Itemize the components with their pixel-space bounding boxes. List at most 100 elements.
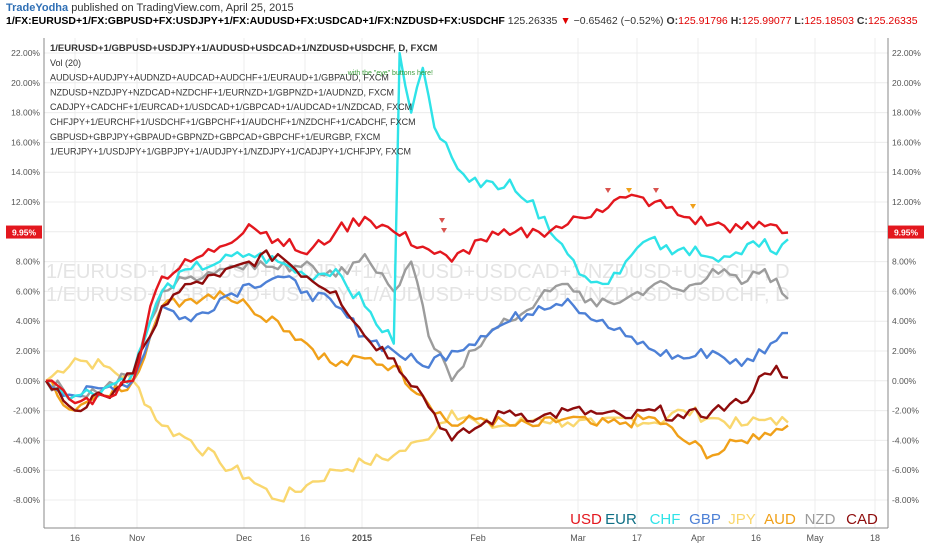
y-tick-label-left: 22.00% — [11, 48, 40, 58]
y-tick-label-left: 18.00% — [11, 108, 40, 118]
event-marker-icon[interactable] — [605, 188, 611, 193]
series-line-usd[interactable] — [45, 193, 789, 406]
index-legend-line[interactable]: NZDUSD+NZDJPY+NZDCAD+NZDCHF+1/EURNZD+1/G… — [50, 87, 394, 97]
y-tick-label-right: 8.00% — [892, 257, 917, 267]
last-value-label-left: 9.95% — [12, 228, 37, 238]
index-legend-line[interactable]: CADJPY+CADCHF+1/EURCAD+1/USDCAD+1/GBPCAD… — [50, 102, 412, 112]
y-tick-label-right: -2.00% — [892, 406, 919, 416]
y-tick-label-right: 6.00% — [892, 286, 917, 296]
last-value-badge-left — [6, 225, 42, 239]
y-tick-label-right: 4.00% — [892, 316, 917, 326]
symbol-line: 1/FX:EURUSD+1/FX:GBPUSD+FX:USDJPY+1/FX:A… — [6, 15, 918, 27]
y-tick-label-right: 20.00% — [892, 78, 921, 88]
axes: 22.00% 22.00% 20.00% 20.00% 18.00% 18.00% 16.0… — [6, 38, 924, 543]
y-tick-label-right: 16.00% — [892, 137, 921, 147]
last-value-label-right: 9.95% — [894, 228, 919, 238]
last-price: 125.26335 — [507, 15, 558, 27]
index-legend-line[interactable]: 1/EURJPY+1/USDJPY+1/GBPJPY+1/AUDJPY+1/NZ… — [50, 147, 411, 157]
chart-area[interactable]: 1/EURUSD+1/GBPUSD+USDJPY+1/AUDUSD+USDCAD… — [0, 30, 932, 550]
price-change: −0.65462 (−0.52%) — [573, 15, 664, 27]
legend-panel: 1/EURUSD+1/GBPUSD+USDJPY+1/AUDUSD+USDCAD… — [50, 43, 438, 157]
legend-item-aud[interactable]: AUD — [764, 511, 796, 528]
high-label: H: — [730, 15, 742, 27]
close-label: C: — [856, 15, 868, 27]
y-tick-label-right: 14.00% — [892, 167, 921, 177]
series-line-jpy[interactable] — [45, 357, 789, 503]
y-tick-label-left: 20.00% — [11, 78, 40, 88]
x-tick-label: May — [806, 533, 824, 543]
chart-header: TradeYodha published on TradingView.com,… — [0, 0, 932, 30]
y-tick-label-right: 22.00% — [892, 48, 921, 58]
marker-group — [439, 188, 696, 233]
y-tick-label-right: -6.00% — [892, 465, 919, 475]
y-tick-label-left: -6.00% — [13, 465, 40, 475]
y-tick-label-left: -4.00% — [13, 435, 40, 445]
series-line-nzd[interactable] — [44, 253, 789, 401]
series-line-aud[interactable] — [45, 290, 789, 460]
x-tick-label: 16 — [70, 533, 80, 543]
legend-item-nzd[interactable]: NZD — [805, 511, 836, 528]
currency-legend: USD EUR CHF GBP JPY AUD NZD CAD — [570, 511, 878, 528]
low-value: 125.18503 — [804, 15, 854, 27]
y-tick-label-left: 2.00% — [16, 346, 41, 356]
y-tick-label-right: -8.00% — [892, 495, 919, 505]
index-legend-line[interactable]: AUDUSD+AUDJPY+AUDNZD+AUDCAD+AUDCHF+1/EUR… — [50, 73, 389, 83]
legend-item-cad[interactable]: CAD — [846, 511, 878, 528]
y-tick-label-right: 12.00% — [892, 197, 921, 207]
y-tick-label-right: 18.00% — [892, 108, 921, 118]
y-tick-label-left: 0.00% — [16, 376, 41, 386]
main-symbol-legend[interactable]: 1/EURUSD+1/GBPUSD+USDJPY+1/AUDUSD+USDCAD… — [50, 43, 438, 54]
y-tick-label-left: -8.00% — [13, 495, 40, 505]
y-tick-label-left: 12.00% — [11, 197, 40, 207]
open-value: 125.91796 — [678, 15, 728, 27]
y-tick-label-right: 0.00% — [892, 376, 917, 386]
legend-item-usd[interactable]: USD — [570, 511, 602, 528]
legend-item-jpy[interactable]: JPY — [728, 511, 756, 528]
y-tick-label-left: 14.00% — [11, 167, 40, 177]
close-value: 125.26335 — [867, 15, 918, 27]
y-tick-label-left: 8.00% — [16, 257, 41, 267]
low-label: L: — [794, 15, 805, 27]
event-marker-icon[interactable] — [690, 204, 696, 209]
y-tick-label-left: -2.00% — [13, 406, 40, 416]
index-legend-line[interactable]: CHFJPY+1/EURCHF+1/USDCHF+1/GBPCHF+1/AUDC… — [50, 117, 416, 127]
volume-legend[interactable]: Vol (20) — [50, 58, 81, 68]
high-value: 125.99077 — [741, 15, 792, 27]
x-tick-label: Feb — [470, 533, 486, 543]
symbol-name[interactable]: 1/FX:EURUSD+1/FX:GBPUSD+FX:USDJPY+1/FX:A… — [6, 15, 505, 27]
event-marker-icon[interactable] — [439, 218, 445, 223]
series-group — [44, 51, 789, 503]
published-text: published on TradingView.com, April 25, … — [71, 2, 294, 14]
hint-text: ... with the "eye" buttons here! — [340, 70, 433, 77]
y-tick-label-left: 4.00% — [16, 316, 41, 326]
index-legend-line[interactable]: GBPUSD+GBPJPY+GBPAUD+GBPNZD+GBPCAD+GBPCH… — [50, 132, 380, 142]
x-tick-label: Apr — [691, 533, 705, 543]
x-tick-label: Nov — [129, 533, 146, 543]
y-tick-label-left: 6.00% — [16, 286, 41, 296]
y-tick-label-right: -4.00% — [892, 435, 919, 445]
publisher-line: TradeYodha published on TradingView.com,… — [6, 2, 294, 14]
last-value-badge-right — [888, 225, 924, 239]
y-tick-label-right: 2.00% — [892, 346, 917, 356]
event-marker-icon[interactable] — [626, 188, 632, 193]
y-tick-label-left: 16.00% — [11, 137, 40, 147]
x-tick-label: 18 — [870, 533, 880, 543]
brand-name[interactable]: TradeYodha — [6, 2, 69, 14]
legend-item-chf[interactable]: CHF — [650, 511, 681, 528]
down-arrow-icon: ▼ — [560, 15, 571, 27]
series-line-chf[interactable] — [44, 51, 789, 401]
line-chart[interactable]: 1/EURUSD+1/GBPUSD+USDJPY+1/AUDUSD+USDCAD… — [0, 30, 932, 550]
event-marker-icon[interactable] — [441, 228, 447, 233]
x-tick-label: Dec — [236, 533, 253, 543]
open-label: O: — [666, 15, 679, 27]
x-tick-label: 16 — [751, 533, 761, 543]
series-line-gbp[interactable] — [45, 275, 788, 398]
legend-item-eur[interactable]: EUR — [605, 511, 637, 528]
x-tick-label: 2015 — [352, 533, 372, 543]
x-tick-label: Mar — [570, 533, 586, 543]
legend-item-gbp[interactable]: GBP — [689, 511, 721, 528]
x-tick-label: 17 — [632, 533, 642, 543]
x-tick-label: 16 — [300, 533, 310, 543]
event-marker-icon[interactable] — [653, 188, 659, 193]
series-line-cad[interactable] — [45, 249, 789, 442]
